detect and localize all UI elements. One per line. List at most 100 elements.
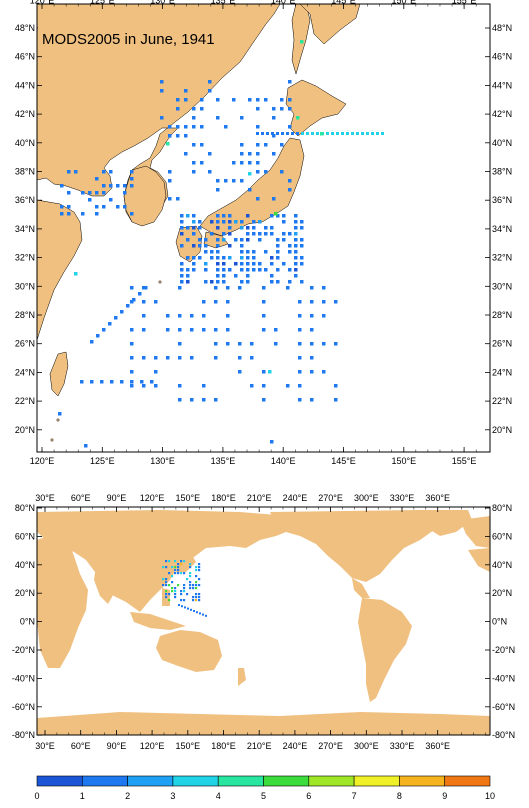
global-observation-cell (177, 584, 180, 587)
global-observation-cell (195, 596, 198, 599)
observation-cell (240, 250, 244, 254)
observation-cell (192, 226, 196, 230)
observation-cell (300, 40, 304, 44)
observation-cell (178, 356, 182, 360)
global-observation-cell (181, 605, 183, 608)
global-observation-cell (180, 560, 183, 563)
global-lat-label-left: 40°N (15, 560, 35, 570)
global-observation-cell (195, 587, 198, 590)
observation-cell (200, 98, 204, 102)
observation-cell (288, 107, 292, 111)
observation-cell (192, 256, 196, 260)
observation-cell (210, 220, 214, 224)
observation-cell (248, 188, 252, 192)
global-lat-label-right: 60°N (492, 531, 512, 541)
observation-cell (190, 398, 194, 402)
observation-cell (298, 384, 302, 388)
observation-cell (130, 380, 134, 384)
global-lon-label-top: 30°E (35, 493, 55, 503)
observation-cell (184, 134, 188, 138)
observation-cell (95, 191, 99, 195)
observation-cell (130, 170, 134, 174)
observation-cell (190, 356, 194, 360)
observation-cell (300, 220, 304, 224)
observation-cell (184, 98, 188, 102)
observation-cell (102, 184, 106, 188)
observation-cell (200, 107, 204, 111)
observation-cell (246, 256, 250, 260)
observation-cell (322, 300, 326, 304)
global-lon-label-bottom: 300°E (354, 741, 379, 751)
observation-cell (238, 286, 242, 290)
observation-cell (130, 384, 134, 388)
china-coast (36, 199, 83, 341)
observation-cell (228, 226, 232, 230)
global-observation-cell (198, 563, 201, 566)
observation-cell (270, 232, 274, 236)
observation-cell (262, 370, 266, 374)
observation-cell (202, 398, 206, 402)
observation-cell (81, 212, 85, 216)
observation-cell (224, 179, 228, 183)
lon-label-top: 150°E (391, 0, 416, 6)
observation-cell (294, 220, 298, 224)
global-observation-cell (192, 587, 195, 590)
observation-cell (298, 314, 302, 318)
observation-cell (154, 384, 158, 388)
global-lon-label-bottom: 30°E (35, 741, 55, 751)
observation-cell (216, 250, 220, 254)
observation-cell (262, 384, 266, 388)
observation-cell (240, 280, 244, 284)
observation-cell (186, 214, 190, 218)
observation-cell (214, 300, 218, 304)
observation-cell (331, 132, 334, 135)
observation-cell (311, 132, 314, 135)
new-zealand (238, 668, 246, 686)
observation-cell (123, 205, 127, 209)
taiwan (49, 351, 69, 397)
lat-label-right: 26°N (492, 339, 512, 349)
observation-cell (322, 286, 326, 290)
observation-cell (268, 370, 272, 374)
observation-cell (228, 214, 232, 218)
observation-cell (282, 220, 286, 224)
global-observation-cell (174, 560, 177, 563)
observation-cell (298, 356, 302, 360)
observation-cell (154, 356, 158, 360)
observation-cell (248, 161, 252, 165)
global-observation-cell (180, 590, 183, 593)
colorbar-label: 9 (442, 791, 447, 801)
global-lon-label-bottom: 270°E (318, 741, 343, 751)
observation-cell (288, 280, 292, 284)
observation-cell (316, 132, 319, 135)
observation-cell (276, 238, 280, 242)
observation-cell (108, 322, 112, 326)
global-observation-cell (165, 566, 168, 569)
observation-cell (270, 280, 274, 284)
lat-label-right: 32°N (492, 253, 512, 263)
global-ticks: 30°E 30°E 60°E 60°E 90°E 90°E 120°E 120°E 150°E 1… (12, 493, 515, 751)
observation-cell (298, 328, 302, 332)
global-observation-cell (165, 581, 168, 584)
colorbar-segment (127, 775, 174, 787)
global-observation-cell (189, 566, 192, 569)
observation-cell (166, 314, 170, 318)
observation-cell (88, 198, 92, 202)
observation-cell (200, 161, 204, 165)
observation-cell (288, 179, 292, 183)
observation-cell (202, 300, 206, 304)
lat-label-left: 34°N (15, 224, 35, 234)
colorbar-segment (217, 775, 264, 787)
observation-cell (240, 116, 244, 120)
global-observation-cell (180, 593, 183, 596)
observation-cell (208, 89, 212, 93)
observation-cell (204, 262, 208, 266)
observation-cell (142, 314, 146, 318)
observation-cell (180, 232, 184, 236)
observation-cell (176, 98, 180, 102)
observation-cell (258, 232, 262, 236)
colorbar-label: 3 (170, 791, 175, 801)
observation-cell (252, 232, 256, 236)
west-africa-east (468, 548, 490, 572)
observation-cell (298, 300, 302, 304)
